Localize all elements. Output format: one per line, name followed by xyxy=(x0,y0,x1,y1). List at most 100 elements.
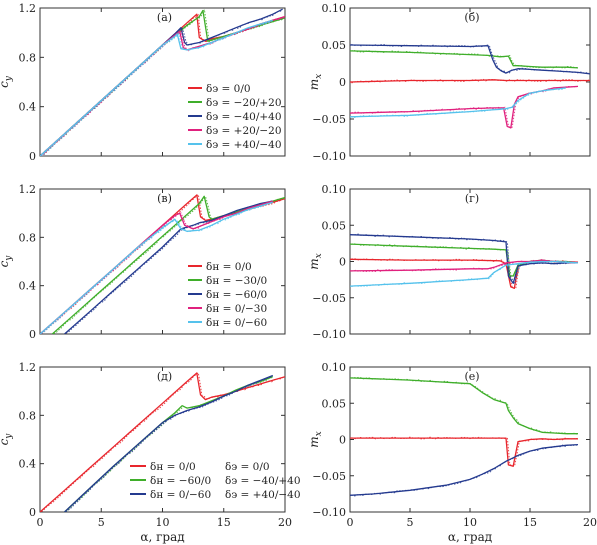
legend-entry: δн = −30/0 xyxy=(206,275,267,287)
series-line xyxy=(350,437,578,467)
x-tick-label: 10 xyxy=(156,516,170,529)
series-scatter xyxy=(351,43,590,74)
panel-label: (д) xyxy=(157,370,172,383)
y-tick-label: 0.10 xyxy=(322,361,347,374)
series-scatter xyxy=(53,195,285,334)
series-scatter xyxy=(351,260,578,287)
series-line xyxy=(350,50,579,69)
panel-label: (б) xyxy=(464,11,479,24)
chart-panel-5: 0 5 10 15 20 0 0.4 0.8 1.2 (д) cy α, град δн = 0/0 δэ… xyxy=(0,361,301,544)
y-tick-label: 0.10 xyxy=(322,2,347,15)
y-axis-label: mx xyxy=(307,74,324,90)
panel-label: (г) xyxy=(465,192,479,205)
legend-entry: δн = 0/0 xyxy=(150,461,196,473)
series-line xyxy=(350,234,578,284)
series-line xyxy=(350,377,578,435)
chart-panel-3: 0 0.4 0.8 1.2 (в) cy δн = 0/0 δн = −30/0 δн = −6… xyxy=(0,183,286,341)
x-tick-label: 20 xyxy=(278,516,292,529)
series-scatter xyxy=(351,242,578,277)
series-scatter xyxy=(351,87,566,119)
y-tick-label: 0.8 xyxy=(19,231,37,244)
y-tick-label: 0.8 xyxy=(19,51,37,64)
legend-entry: δн = −60/0 xyxy=(150,475,211,487)
x-axis-label: α, град xyxy=(140,530,184,544)
legend-entry: δн = 0/−60 xyxy=(206,317,267,329)
y-tick-label: 0 xyxy=(339,256,346,269)
y-axis-label: mx xyxy=(307,431,324,447)
chart-panel-1: 0 0.4 0.8 1.2 (а) cy δэ = 0/0 δэ = −20/+20 δэ = … xyxy=(0,2,286,163)
series-scatter xyxy=(65,376,272,512)
series-group xyxy=(40,8,285,156)
series-group xyxy=(350,233,579,290)
panel-label: (в) xyxy=(157,192,172,205)
series-scatter xyxy=(351,259,578,273)
series-scatter xyxy=(65,200,272,334)
y-tick-label: −0.05 xyxy=(312,292,346,305)
legend-entry: δэ = +20/−20 xyxy=(206,125,282,137)
y-tick-label: 1.2 xyxy=(19,2,37,15)
legend-entry: δэ = +40/−40 xyxy=(206,139,282,151)
series-scatter xyxy=(41,20,273,156)
series-scatter xyxy=(351,444,578,497)
y-tick-label: 0.4 xyxy=(19,458,37,471)
legend-entry: δн = −60/0 xyxy=(206,289,267,301)
series-line xyxy=(350,44,590,75)
x-tick-label: 15 xyxy=(217,516,231,529)
panel-label: (е) xyxy=(464,370,479,383)
series-line xyxy=(350,85,579,129)
series-scatter xyxy=(351,78,590,84)
y-axis-label: cy xyxy=(0,255,14,268)
legend-entry-2: δэ = −40/+40 xyxy=(225,475,301,487)
series-group xyxy=(350,376,579,497)
series-scatter xyxy=(351,233,577,286)
y-tick-label: 0.8 xyxy=(19,409,37,422)
x-tick-label: 15 xyxy=(523,516,537,529)
legend-entry: δн = 0/0 xyxy=(206,261,252,273)
series-scatter xyxy=(41,203,272,334)
legend-entry: δн = 0/−30 xyxy=(206,303,267,315)
series-group xyxy=(350,43,590,129)
series-scatter xyxy=(351,85,578,129)
series-scatter xyxy=(41,10,282,156)
legend-entry-2: δэ = +40/−40 xyxy=(225,489,301,501)
series-line xyxy=(64,374,274,512)
series-group xyxy=(40,193,285,334)
legend-entry: δэ = −20/+20 xyxy=(206,97,282,109)
y-tick-label: 1.2 xyxy=(19,183,37,196)
series-line xyxy=(64,200,273,334)
x-tick-label: 10 xyxy=(463,516,477,529)
plot-frame xyxy=(349,7,591,157)
legend-entry: δн = 0/−60 xyxy=(150,489,211,501)
x-tick-label: 5 xyxy=(407,516,414,529)
y-tick-label: 0 xyxy=(339,76,346,89)
series-scatter xyxy=(351,436,578,467)
panel-label: (а) xyxy=(157,11,172,24)
y-tick-label: 0.05 xyxy=(322,219,347,232)
series-scatter xyxy=(41,17,285,156)
series-scatter xyxy=(41,201,273,334)
y-tick-label: −0.05 xyxy=(312,470,346,483)
y-tick-label: 0.4 xyxy=(19,280,37,293)
x-tick-label: 0 xyxy=(37,516,44,529)
y-tick-label: 0 xyxy=(29,150,36,163)
y-tick-label: 0.4 xyxy=(19,101,37,114)
series-line xyxy=(40,201,273,334)
series-group xyxy=(40,371,285,512)
legend-entry: δэ = −40/+40 xyxy=(206,111,282,123)
chart-panel-4: −0.10 −0.05 0 0.05 0.10 (г) mx xyxy=(307,183,591,341)
series-line xyxy=(350,260,579,287)
chart-panel-2: −0.10 −0.05 0 0.05 0.10 (б) mx xyxy=(307,2,591,163)
y-tick-label: 0.05 xyxy=(322,397,347,410)
series-scatter xyxy=(351,49,578,69)
y-tick-label: −0.10 xyxy=(312,506,346,519)
y-tick-label: 0 xyxy=(29,506,36,519)
y-axis-label: cy xyxy=(0,75,14,88)
series-line xyxy=(350,443,579,496)
x-tick-label: 5 xyxy=(98,516,105,529)
chart-panel-6: 0 5 10 15 20 −0.10 −0.05 0 0.05 0.10 (е) mx α, град xyxy=(307,361,597,544)
series-scatter xyxy=(351,258,578,290)
y-tick-label: 0 xyxy=(339,434,346,447)
y-tick-label: 0.10 xyxy=(322,183,347,196)
y-tick-label: −0.05 xyxy=(312,113,346,126)
